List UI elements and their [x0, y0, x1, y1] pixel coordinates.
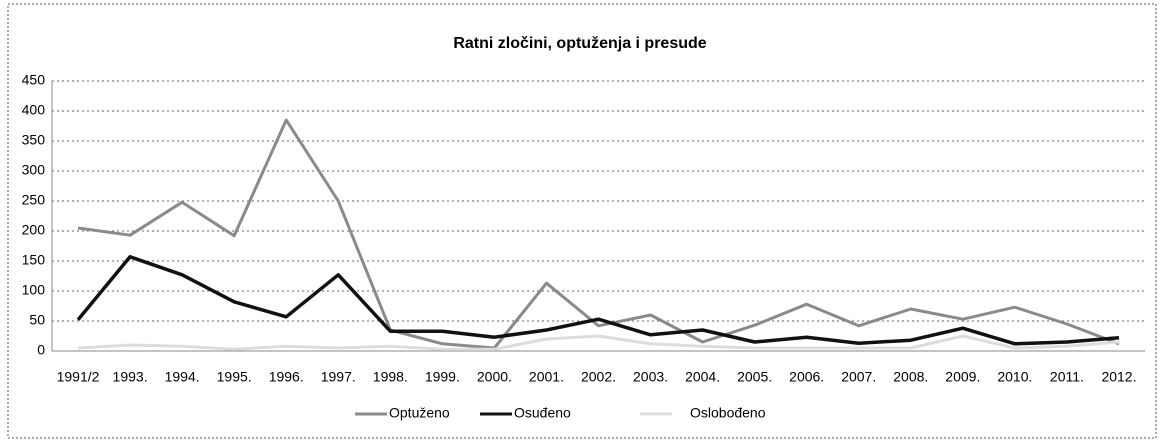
- x-tick-label: 2008.: [893, 369, 928, 385]
- x-tick-label: 2006.: [789, 369, 824, 385]
- legend-label: Oslobođeno: [690, 405, 766, 421]
- x-tick-label: 1999.: [425, 369, 460, 385]
- x-tick-label: 2002.: [581, 369, 616, 385]
- x-tick-label: 2005.: [737, 369, 772, 385]
- x-tick-label: 2000.: [477, 369, 512, 385]
- x-tick-label: 2012.: [1101, 369, 1136, 385]
- y-tick-label: 0: [37, 342, 45, 358]
- x-tick-label: 1996.: [269, 369, 304, 385]
- series-line: [77, 334, 1120, 351]
- legend-label: Optuženo: [389, 405, 450, 421]
- x-tick-label: 2007.: [841, 369, 876, 385]
- y-tick-label: 50: [29, 312, 45, 328]
- y-tick-label: 250: [22, 192, 46, 208]
- x-tick-label: 2010.: [997, 369, 1032, 385]
- y-tick-label: 450: [22, 72, 46, 88]
- x-tick-label: 2009.: [945, 369, 980, 385]
- x-tick-label: 1994.: [165, 369, 200, 385]
- series-line: [76, 255, 1120, 346]
- legend-label: Osuđeno: [514, 405, 571, 421]
- y-tick-label: 350: [22, 132, 46, 148]
- x-tick-label: 2004.: [685, 369, 720, 385]
- x-tick-label: 1995.: [217, 369, 252, 385]
- y-tick-label: 400: [22, 102, 46, 118]
- x-tick-label: 2011.: [1050, 369, 1084, 385]
- chart-title: Ratni zločini, optuženja i presude: [453, 35, 706, 52]
- y-tick-label: 150: [22, 252, 46, 268]
- chart-border: [7, 3, 1157, 439]
- x-tick-label: 1998.: [373, 369, 408, 385]
- y-tick-label: 300: [22, 162, 46, 178]
- x-tick-label: 1997.: [321, 369, 356, 385]
- x-tick-label: 2001.: [529, 369, 564, 385]
- x-tick-label: 1991/2: [57, 369, 100, 385]
- series-line: [77, 118, 1120, 350]
- x-tick-label: 2003.: [633, 369, 668, 385]
- y-tick-label: 200: [22, 222, 46, 238]
- x-tick-label: 1993.: [113, 369, 148, 385]
- y-tick-label: 100: [22, 282, 46, 298]
